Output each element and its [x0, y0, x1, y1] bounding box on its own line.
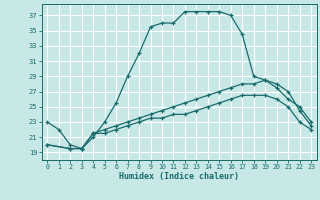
X-axis label: Humidex (Indice chaleur): Humidex (Indice chaleur)	[119, 172, 239, 181]
